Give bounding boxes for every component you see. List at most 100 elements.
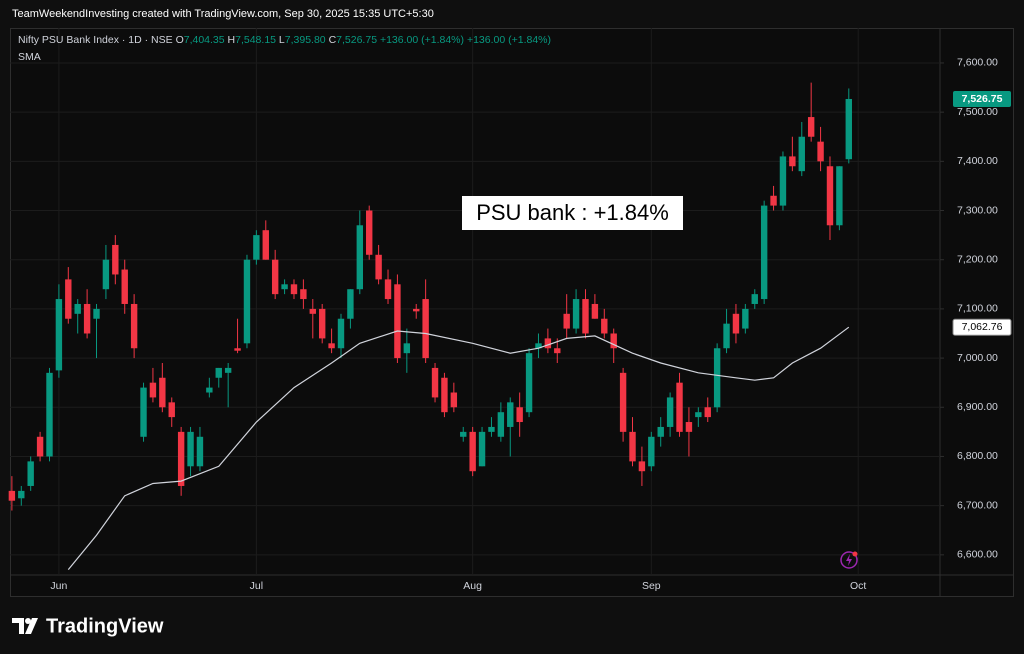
y-tick-label: 6,700.00 (957, 499, 998, 511)
sma-price-tag (952, 318, 1012, 336)
x-tick-label: Jul (250, 580, 263, 592)
candle-body (224, 367, 232, 373)
candle-body (460, 431, 467, 437)
candle-body (328, 343, 335, 349)
candle-body (817, 141, 824, 162)
candle-body (93, 308, 100, 319)
candle-body (798, 136, 805, 172)
candle-body (102, 259, 110, 290)
candle-body (262, 230, 269, 260)
ohlc-key: C (329, 34, 337, 46)
candle-body (159, 377, 166, 408)
annotation-box (462, 196, 683, 230)
candle-body (845, 98, 852, 160)
y-tick-label: 7,600.00 (957, 57, 998, 69)
candle-body (309, 308, 316, 314)
candle-body (318, 308, 326, 339)
last-price-tag (953, 90, 1011, 107)
candle-body (629, 431, 636, 462)
sma-price-label: 7,062.76 (962, 321, 1003, 333)
candle-body (713, 348, 721, 408)
logo-text: TradingView (46, 615, 164, 637)
header-title: TeamWeekendInvesting created with Tradin… (12, 8, 434, 20)
plot: 7,526.75 7,062.76 (8, 82, 1012, 570)
logo-icon (12, 618, 38, 634)
candle-body (375, 254, 382, 280)
candle-body (8, 490, 16, 501)
x-tick-label: Sep (642, 580, 661, 592)
candle-body (168, 402, 175, 418)
ohlc-value: 7,395.80 (285, 34, 326, 46)
y-tick-label: 7,400.00 (957, 155, 998, 167)
candle-body (779, 156, 787, 206)
candle-body (732, 313, 740, 334)
candle-body (196, 436, 204, 467)
candle-body (582, 299, 589, 334)
candle-body (431, 367, 439, 398)
candle-body (403, 343, 411, 354)
candle-body (516, 407, 523, 423)
candle-body (337, 318, 345, 349)
candle-body (234, 348, 241, 351)
x-tick-label: Oct (850, 580, 866, 592)
y-tick-label: 7,000.00 (957, 352, 998, 364)
candle-body (554, 348, 561, 354)
candle-body (657, 426, 664, 437)
candle-body (18, 490, 25, 499)
change-label: +136.00 (+1.84%) (467, 34, 551, 46)
legend: Nifty PSU Bank Index · 1D · NSE O7,404.3… (18, 34, 551, 63)
candle-body (413, 308, 420, 312)
candle-body (507, 402, 514, 427)
candle-body (610, 333, 617, 349)
x-tick-label: Jun (50, 580, 67, 592)
candle-body (638, 461, 646, 472)
candle-body (789, 156, 796, 167)
alert-icon (840, 551, 858, 569)
candle-body (121, 269, 128, 304)
sma-legend: SMA (18, 51, 41, 63)
candle-body (27, 461, 34, 486)
ohlc-key: L (279, 34, 285, 46)
chart-panel (10, 28, 1014, 597)
candle-body (676, 382, 683, 432)
candle-body (450, 392, 458, 408)
candle-body (704, 407, 711, 418)
y-tick-label: 6,900.00 (957, 401, 998, 413)
candle-body (807, 117, 815, 137)
candle-body (441, 377, 448, 413)
ohlc-value: 7,548.15 (235, 34, 276, 46)
candle-body (65, 279, 72, 319)
candle-body (36, 436, 44, 457)
candle-body (366, 210, 373, 255)
candle-body (46, 372, 53, 457)
y-tick-label: 6,600.00 (957, 549, 998, 561)
candle-body (347, 289, 354, 319)
candle-body (149, 382, 157, 398)
candle-body (243, 259, 251, 344)
candle-body (836, 166, 843, 226)
candle-body (422, 299, 429, 359)
ohlc-key: O (176, 34, 184, 46)
candle-body (742, 308, 749, 329)
candle-body (770, 195, 777, 206)
candle-body (253, 235, 260, 260)
candle-body (55, 299, 63, 371)
y-tick-label: 6,800.00 (957, 450, 998, 462)
y-tick-label: 7,100.00 (957, 303, 998, 315)
candle-body (281, 284, 288, 290)
y-tick-label: 7,300.00 (957, 204, 998, 216)
annotation: PSU bank : +1.84% (476, 200, 669, 225)
candle-body (140, 387, 147, 437)
candle-body (666, 397, 674, 427)
candle-body (394, 284, 401, 359)
candle-body (206, 387, 213, 393)
symbol: Nifty PSU Bank Index · 1D · NSE (18, 34, 173, 46)
candle-body (535, 343, 542, 349)
candle-body (112, 244, 119, 275)
candle-body (271, 259, 279, 295)
y-tick-label: 7,200.00 (957, 253, 998, 265)
candle-body (751, 294, 758, 304)
candle-body (760, 205, 768, 300)
